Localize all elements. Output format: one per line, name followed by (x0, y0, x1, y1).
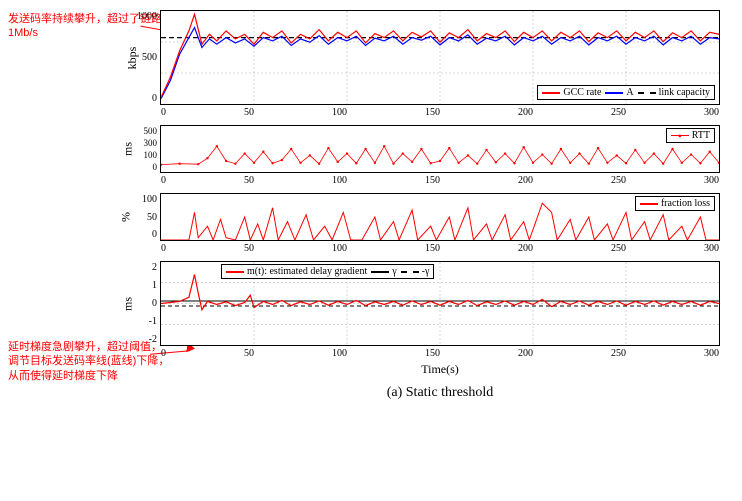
panel-gradient: ms 2 1 0 -1 -2 m(t): estimated delay gra… (160, 261, 720, 346)
annotation-top: 发送码率持续攀升，超过了链路容量 1Mb/s (8, 12, 184, 41)
xticks-rtt: 050100150200250300 (161, 175, 719, 186)
legend-rtt: RTT (666, 128, 715, 143)
legend-kbps: GCC rate A link capacity (537, 85, 715, 100)
ylabel-loss: % (119, 212, 134, 222)
yticks-kbps: 1000 500 0 (133, 11, 157, 104)
xticks-kbps: 050100150200250300 (161, 107, 719, 118)
xlabel: Time(s) (160, 362, 720, 377)
panel-rtt: ms 500 300 100 0 RTT 050100150200250300 (160, 125, 720, 173)
legend-grad: m(t): estimated delay gradient γ -γ (221, 264, 434, 279)
annotation-bottom: 延时梯度急剧攀升，超过阈值， 调节目标发送码率线(蓝线)下降， 从而使得延时梯度… (8, 340, 169, 383)
xticks-loss: 050100150200250300 (161, 243, 719, 254)
yticks-rtt: 500 300 100 0 (133, 126, 157, 172)
yticks-grad: 2 1 0 -1 -2 (133, 262, 157, 345)
legend-loss: fraction loss (635, 196, 715, 211)
yticks-loss: 100 50 0 (133, 194, 157, 240)
panel-loss: % 100 50 0 fraction loss 050100150200250… (160, 193, 720, 241)
caption: (a) Static threshold (160, 385, 720, 401)
xticks-grad: 050100150200250300 (161, 348, 719, 359)
figure-area: kbps 1000 500 0 GCC rate A link capacity… (160, 10, 720, 401)
chart-rtt (161, 126, 719, 172)
panel-kbps: kbps 1000 500 0 GCC rate A link capacity… (160, 10, 720, 105)
